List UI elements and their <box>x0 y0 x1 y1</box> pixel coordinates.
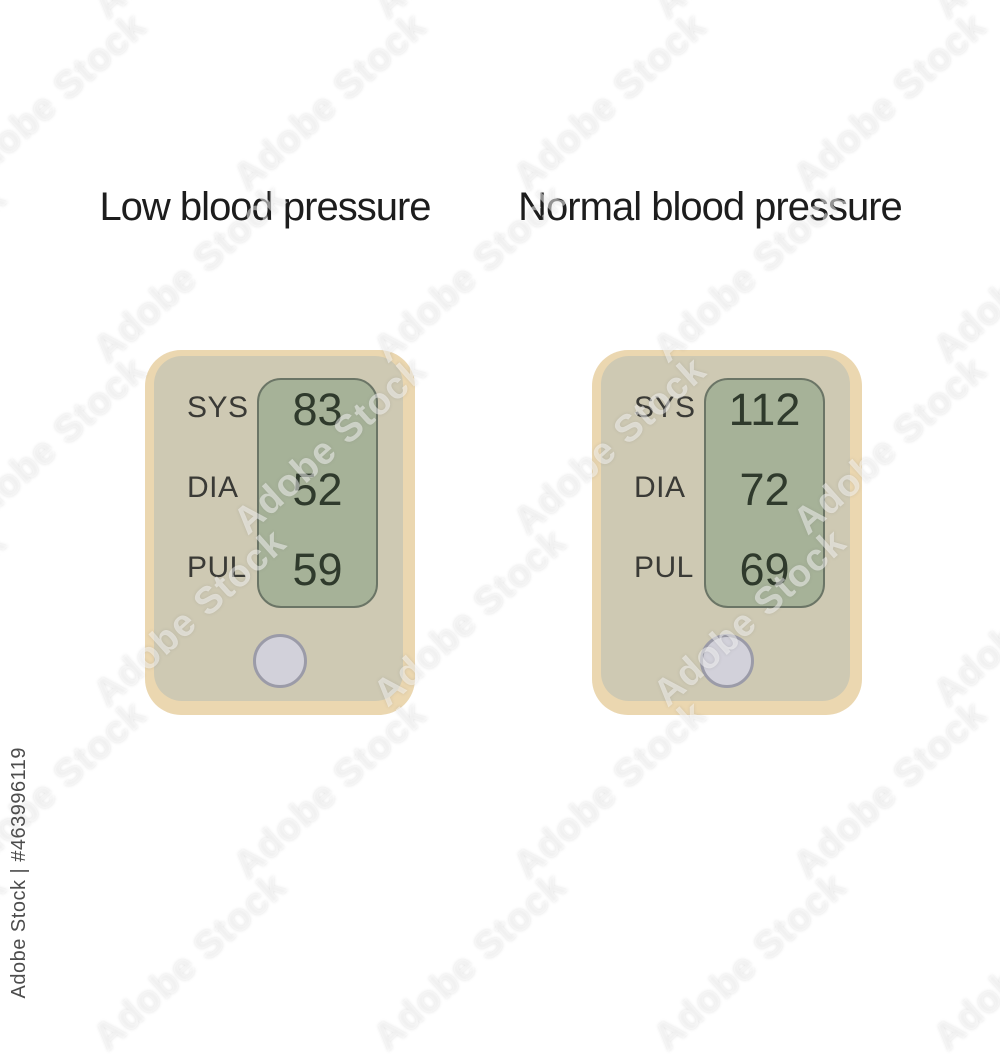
watermark-tile: Adobe Stock <box>0 348 155 543</box>
watermark-tile: Adobe Stock <box>0 4 155 199</box>
watermark-tile: Adobe Stock <box>505 692 715 887</box>
pul-label: PUL <box>187 551 247 584</box>
watermark-tile: Adobe Stock <box>225 692 435 887</box>
watermark-tile: Adobe Stock <box>505 4 715 199</box>
watermark-tile: Adobe Stock <box>225 4 435 199</box>
watermark-tile: Adobe Stock <box>366 0 576 27</box>
watermark-tile: Adobe Stock <box>645 864 855 1059</box>
bp-monitor-low: SYS DIA PUL 83 52 59 <box>145 350 415 715</box>
watermark-tile: Adobe Stock <box>365 864 575 1059</box>
watermark-tile: Adobe Stock <box>0 176 15 371</box>
device-screen: 112 72 69 <box>704 378 825 608</box>
watermark-tile: Adobe Stock <box>926 0 1000 27</box>
normal-bp-title: Normal blood pressure <box>518 185 903 230</box>
low-bp-title: Low blood pressure <box>99 185 431 230</box>
stock-credit-text: Adobe Stock | #463996119 <box>8 746 30 998</box>
watermark-tile: Adobe Stock <box>86 0 296 27</box>
power-button <box>253 634 307 688</box>
bp-monitor-normal: SYS DIA PUL 112 72 69 <box>592 350 862 715</box>
dia-label: DIA <box>634 471 686 504</box>
watermark-tile: Adobe Stock <box>0 0 15 27</box>
watermark-tile: Adobe Stock <box>85 864 295 1059</box>
watermark-tile: Adobe Stock <box>785 692 995 887</box>
dia-label: DIA <box>187 471 239 504</box>
dia-value: 72 <box>739 464 790 515</box>
watermark-tile: Adobe Stock <box>785 4 995 199</box>
sys-label: SYS <box>187 391 249 424</box>
pul-value: 69 <box>739 544 790 595</box>
sys-value: 112 <box>728 384 801 435</box>
pul-label: PUL <box>634 551 694 584</box>
sys-label: SYS <box>634 391 696 424</box>
device-screen: 83 52 59 <box>257 378 378 608</box>
watermark-tile: Adobe Stock <box>925 177 1000 371</box>
sys-value: 83 <box>292 384 343 435</box>
pul-value: 59 <box>292 544 343 595</box>
dia-value: 52 <box>292 464 343 515</box>
watermark-tile: Adobe Stock <box>0 520 15 715</box>
power-button <box>700 634 754 688</box>
watermark-tile: Adobe Stock <box>925 865 1000 1059</box>
watermark-tile: Adobe Stock <box>925 521 1000 715</box>
watermark-tile: Adobe Stock <box>646 0 856 27</box>
